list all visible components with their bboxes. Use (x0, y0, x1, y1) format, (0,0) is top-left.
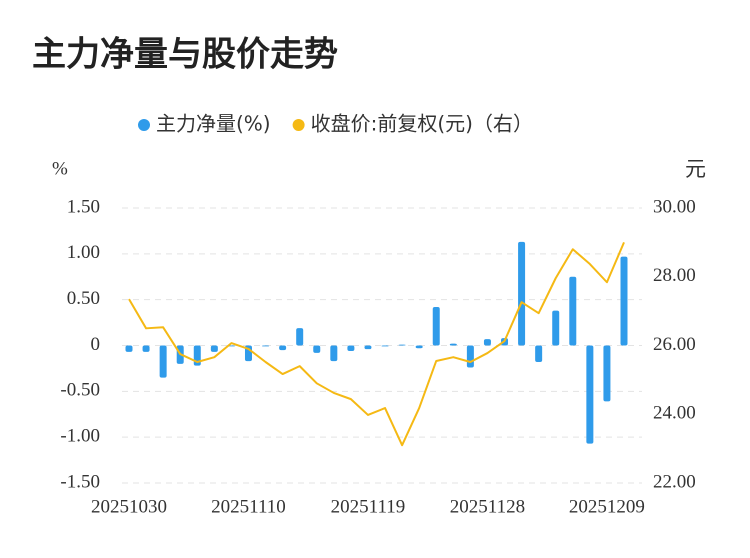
y2-tick-label: 22.00 (653, 471, 696, 492)
bar (535, 345, 543, 362)
bar (569, 276, 577, 346)
bar (603, 345, 611, 402)
bar (483, 339, 491, 346)
bar (449, 343, 457, 346)
y-tick-label: 0 (91, 334, 101, 355)
bar (142, 345, 150, 352)
bar (432, 307, 440, 346)
y2-tick-label: 24.00 (653, 403, 696, 424)
x-tick-label: 20251128 (450, 496, 525, 517)
bar (279, 345, 287, 351)
bar (210, 345, 218, 352)
bar (398, 344, 406, 346)
bar (620, 256, 628, 346)
bar (466, 345, 474, 368)
y-tick-label: 1.50 (67, 196, 100, 217)
bar (415, 345, 423, 349)
x-tick-label: 20251209 (569, 496, 645, 517)
y2-axis-label: 元 (685, 157, 706, 181)
legend-label: 收盘价:前复权(元)（右） (311, 112, 533, 136)
y2-tick-label: 28.00 (653, 265, 696, 286)
chart-title: 主力净量与股价走势 (32, 35, 338, 75)
x-tick-label: 20251030 (91, 496, 167, 517)
y-axis-label: % (52, 158, 68, 179)
y-tick-label: -1.00 (60, 426, 100, 447)
y-tick-label: 1.00 (67, 242, 100, 263)
legend-marker (292, 119, 305, 131)
bar (296, 328, 304, 346)
bar (125, 345, 133, 352)
bar (381, 345, 389, 347)
y2-tick-label: 26.00 (653, 334, 696, 355)
y-tick-label: 0.50 (67, 288, 100, 309)
legend-label: 主力净量(%) (156, 112, 271, 136)
line (128, 241, 625, 447)
bar (518, 241, 526, 346)
bar (552, 310, 560, 346)
bar (330, 345, 338, 362)
y-tick-label: -1.50 (60, 471, 100, 492)
bar (364, 345, 372, 350)
bar (262, 345, 270, 347)
bar (159, 345, 167, 378)
y-tick-label: -0.50 (60, 380, 100, 401)
bar (313, 345, 321, 353)
x-tick-label: 20251110 (211, 496, 286, 517)
bar (586, 345, 594, 444)
x-tick-label: 20251119 (331, 496, 406, 517)
y2-tick-label: 30.00 (653, 196, 696, 217)
bar (347, 345, 355, 351)
legend-marker (138, 119, 150, 131)
